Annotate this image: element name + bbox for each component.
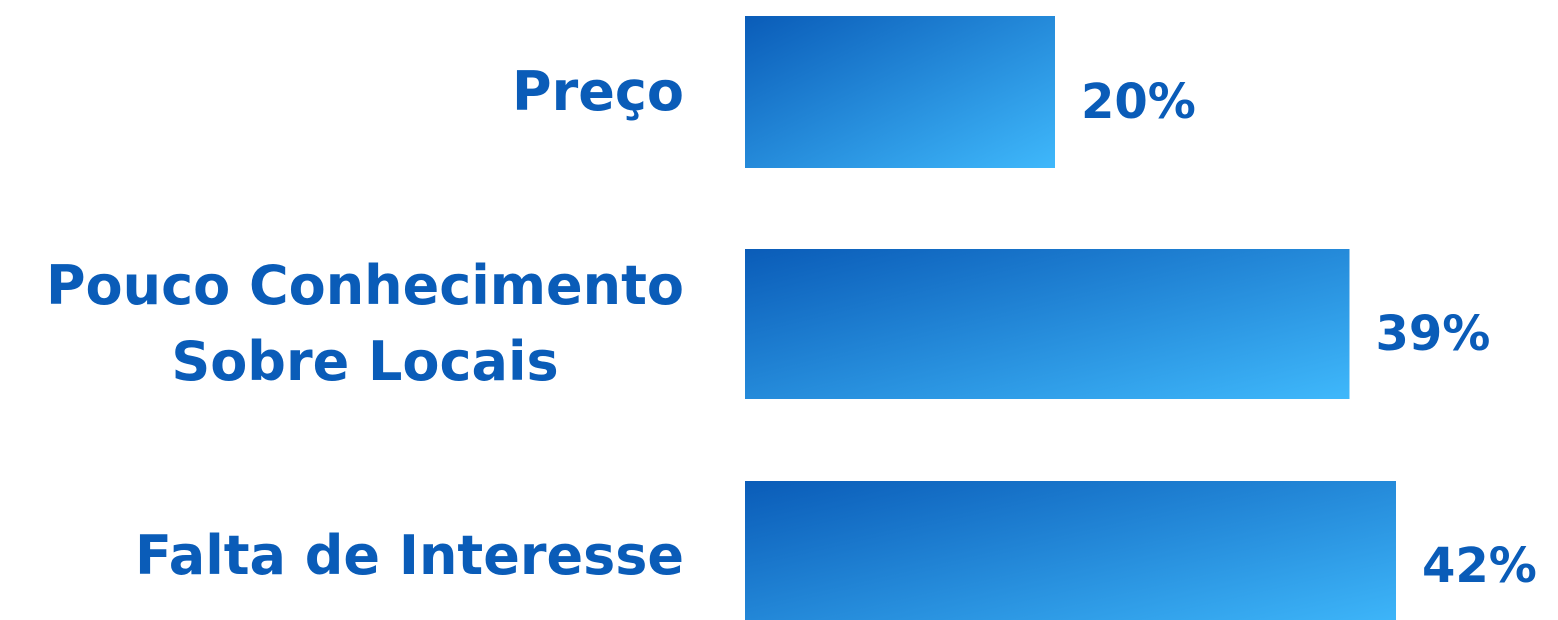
bars-group — [745, 16, 1396, 620]
value-labels-group: 20% 39% 42% — [1081, 74, 1537, 594]
category-label-1: Preço — [512, 60, 684, 123]
category-labels-group: Preço Pouco Conhecimento Sobre Locais Falta… — [46, 60, 684, 587]
bar-3 — [745, 481, 1396, 620]
category-label-line: Sobre Locais — [171, 330, 558, 393]
bar-2 — [745, 249, 1350, 399]
value-label-2: 39% — [1376, 306, 1491, 362]
value-label-3: 42% — [1422, 538, 1537, 594]
category-label-2: Pouco Conhecimento Sobre Locais — [46, 254, 684, 393]
category-label-3: Falta de Interesse — [135, 524, 684, 587]
category-label-line: Pouco Conhecimento — [46, 254, 684, 317]
bar-1 — [745, 16, 1055, 168]
value-label-1: 20% — [1081, 74, 1196, 130]
